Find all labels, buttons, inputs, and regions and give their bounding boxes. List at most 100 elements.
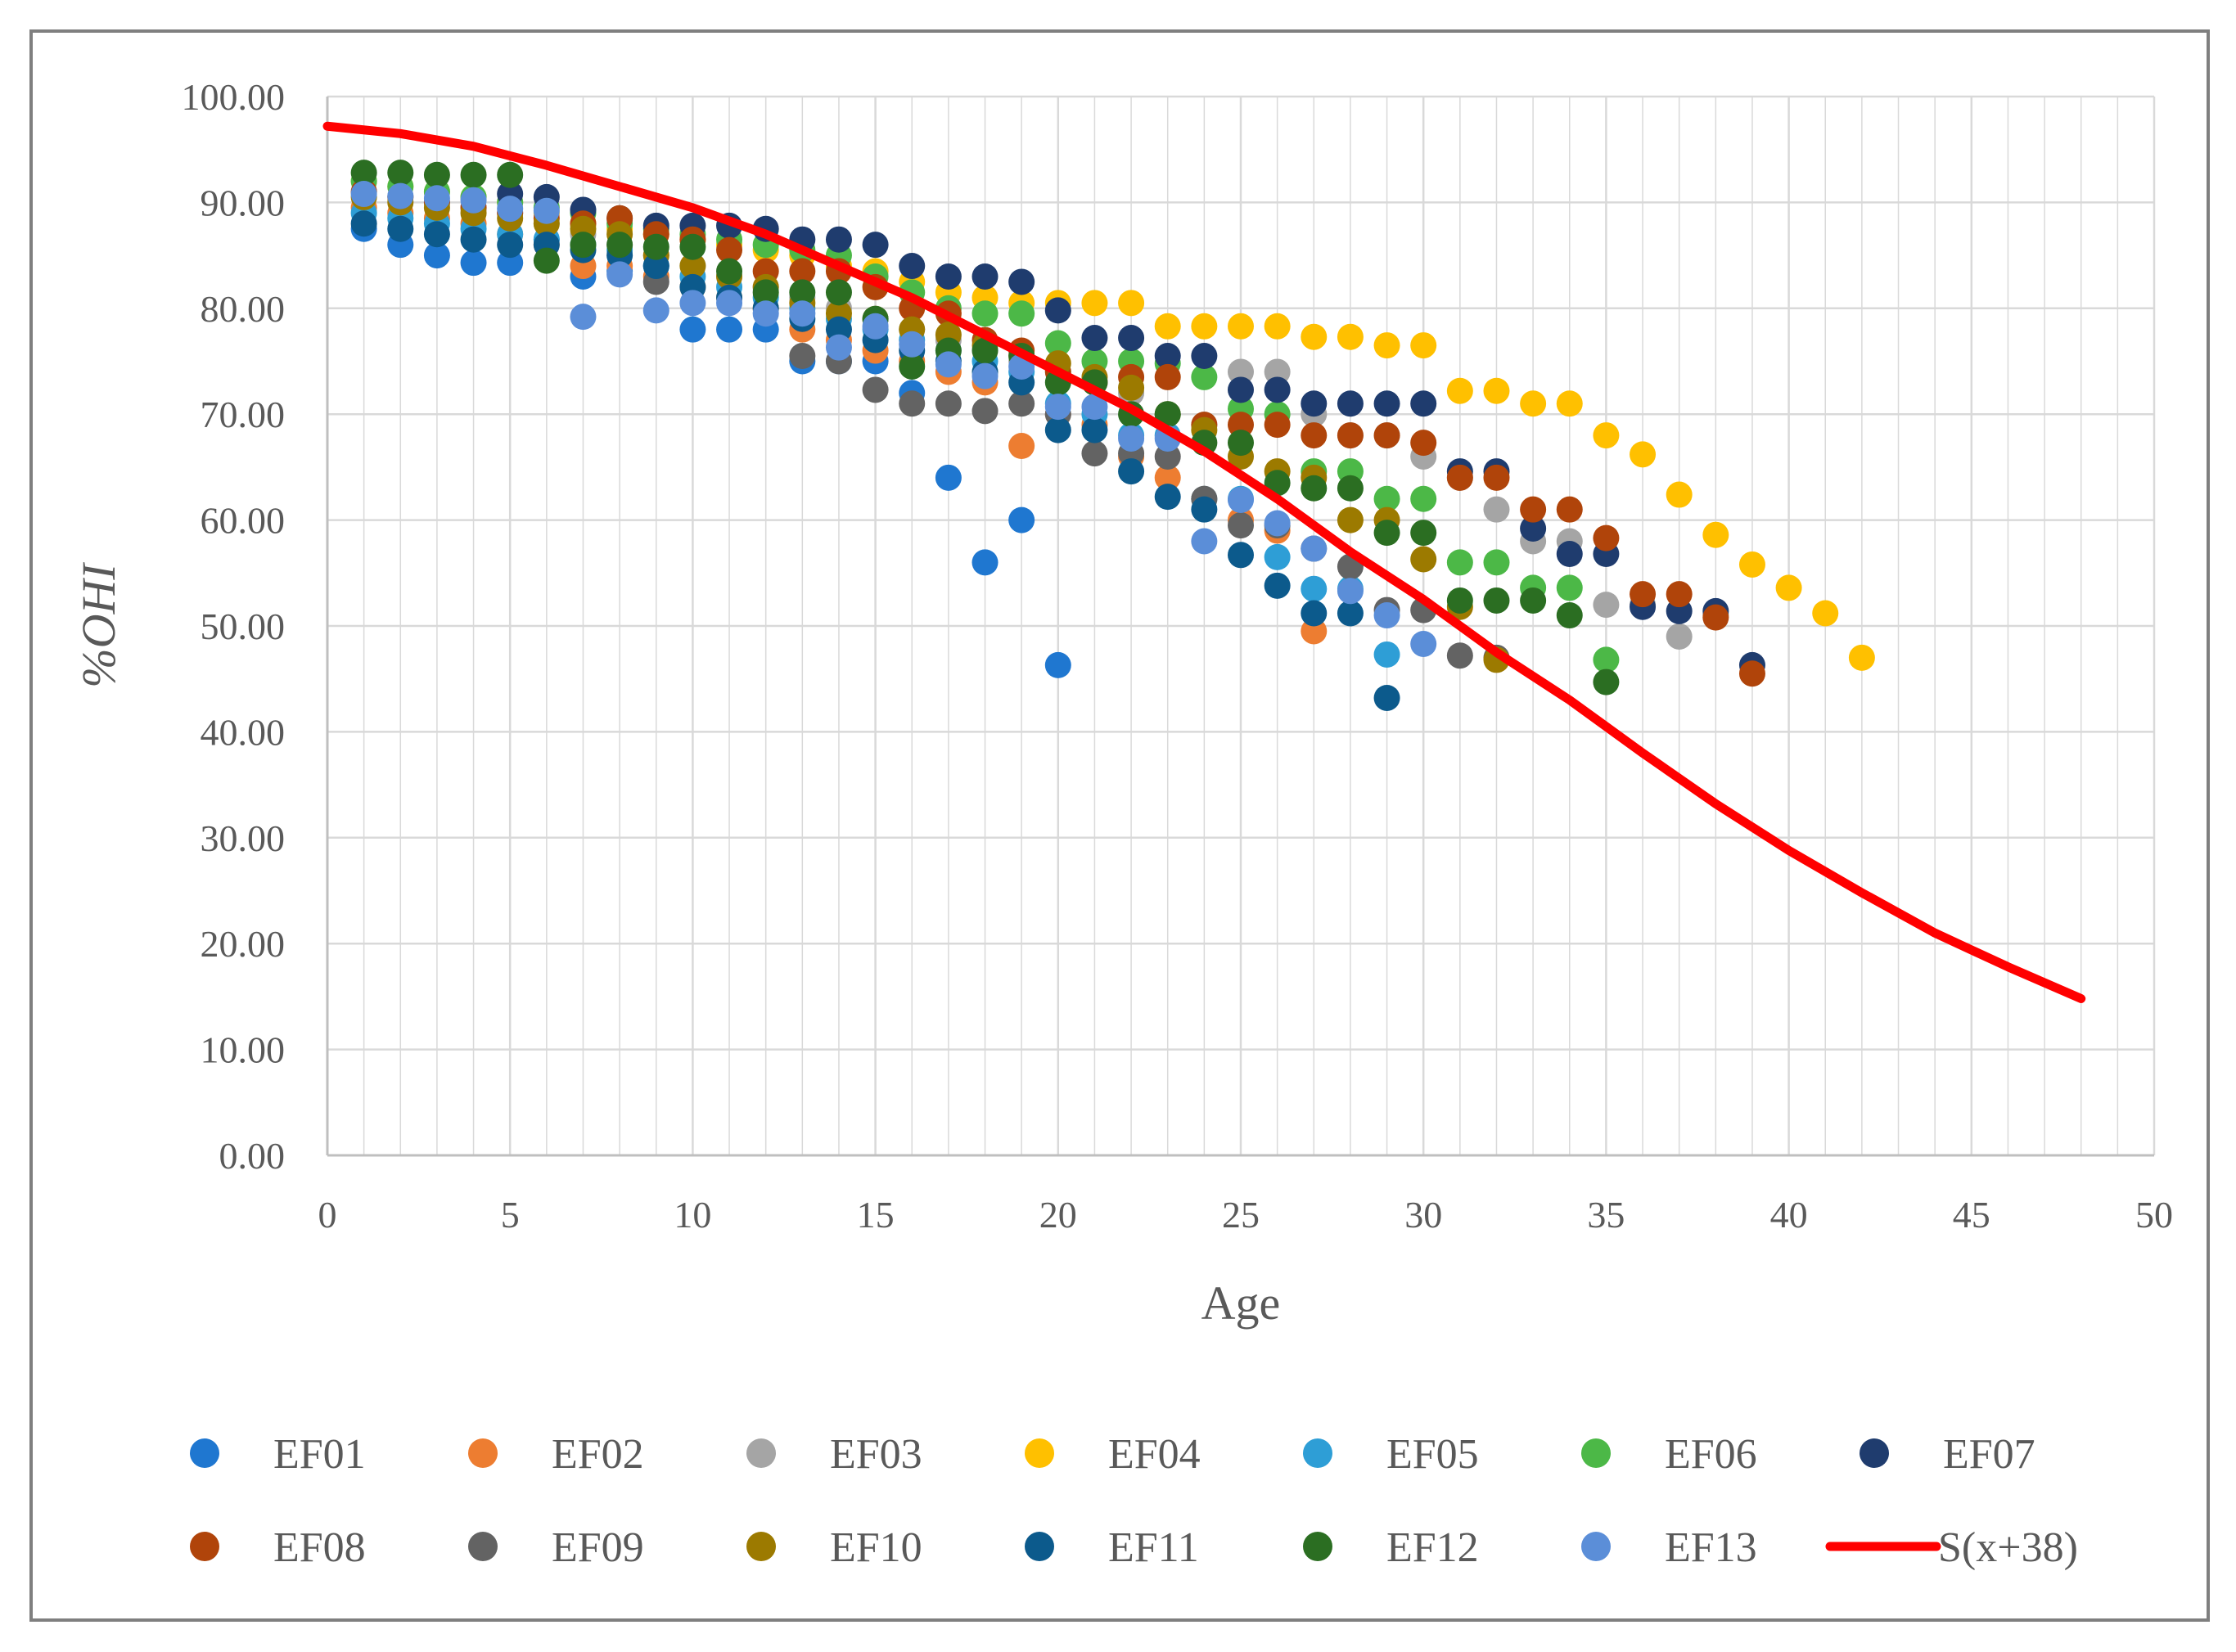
data-point [1337,422,1364,449]
y-tick-label: 60.00 [201,500,286,542]
data-point [1301,600,1328,627]
data-point [971,337,999,364]
x-tick-label: 5 [501,1194,520,1236]
data-point [1191,313,1218,340]
data-point [1044,394,1071,421]
data-point [1593,422,1620,449]
y-tick-label: 10.00 [201,1029,286,1071]
data-point [1191,528,1218,555]
data-point [460,187,487,214]
data-point [1154,484,1181,511]
data-point [1264,572,1291,599]
data-point [1630,441,1657,468]
data-point [1301,390,1328,417]
legend-item: EF07 [1860,1431,2035,1478]
data-point [1410,520,1437,547]
data-point [1228,376,1254,403]
data-point [1191,363,1218,390]
data-point [570,304,597,331]
legend-marker [1025,1438,1054,1468]
data-point [1556,541,1583,568]
data-point [1373,684,1400,711]
legend-item: EF02 [468,1431,644,1478]
data-point [716,316,743,343]
series-ef13 [350,181,1437,657]
data-point [1081,440,1108,467]
legend-item: EF10 [746,1524,922,1571]
legend-item: EF08 [190,1524,366,1571]
data-point [1593,668,1620,695]
data-point [716,236,743,263]
data-point [1738,660,1765,687]
data-point [1410,546,1437,573]
data-point [1702,604,1729,631]
data-point [971,263,999,290]
data-point [1228,313,1254,340]
data-point [1337,390,1364,417]
data-point [1008,268,1035,295]
x-tick-label: 10 [674,1194,711,1236]
data-point [1264,313,1291,340]
legend-label: EF05 [1386,1431,1479,1478]
data-point [1666,623,1693,650]
x-tick-label: 30 [1404,1194,1442,1236]
legend-item: EF01 [190,1431,366,1478]
data-point [1228,430,1254,457]
data-point [606,232,633,259]
data-point [1775,574,1802,601]
legend-marker [1303,1438,1332,1468]
data-point [1154,363,1181,390]
data-point [1081,325,1108,352]
x-tick-label: 20 [1039,1194,1077,1236]
data-point [1228,487,1254,514]
data-point [862,232,889,259]
data-point [1373,602,1400,629]
data-point [1008,433,1035,460]
data-point [497,196,524,223]
data-point [1008,390,1035,417]
data-point [1520,496,1547,523]
data-point [423,221,450,248]
data-point [387,160,414,187]
y-tick-label: 90.00 [201,182,286,223]
legend-label: EF02 [552,1431,644,1478]
y-tick-label: 40.00 [201,711,286,753]
y-axis-title: %OHI [72,562,125,688]
data-point [1373,485,1400,512]
data-point [1118,425,1145,452]
data-point [1264,376,1291,403]
data-point [1264,412,1291,439]
data-point [1410,390,1437,417]
legend-marker [468,1532,498,1561]
data-point [679,233,706,260]
y-tick-label: 30.00 [201,817,286,859]
data-point [350,210,377,237]
data-point [1228,542,1254,569]
data-point [1301,535,1328,562]
legend-marker [190,1438,219,1468]
data-point [1556,496,1583,523]
data-point [971,549,999,576]
data-point [1520,587,1547,614]
data-point [1154,343,1181,370]
data-point [1337,323,1364,350]
data-point [789,300,816,327]
data-point [1118,325,1145,352]
data-point [1520,390,1547,417]
data-point [1556,574,1583,601]
data-point [1264,543,1291,570]
data-point [752,300,779,327]
data-point [1081,394,1108,421]
legend-marker [746,1438,776,1468]
data-point [1154,401,1181,428]
legend-item: EF04 [1025,1431,1201,1478]
data-point [935,263,962,290]
data-point [460,250,487,277]
data-point [1520,515,1547,542]
legend-marker [1303,1532,1332,1561]
data-point [350,181,377,208]
data-point [1264,510,1291,537]
x-axis-title: Age [1201,1276,1281,1330]
data-point [1702,521,1729,548]
